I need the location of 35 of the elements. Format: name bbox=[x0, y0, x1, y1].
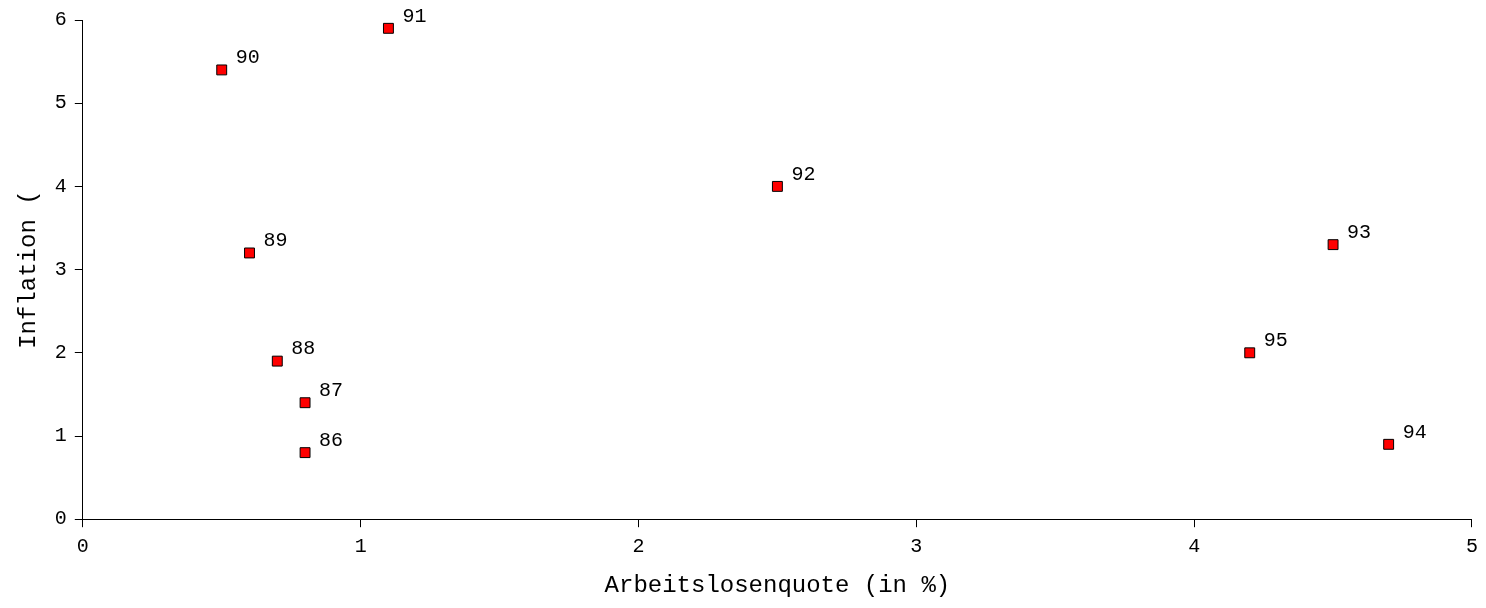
annotation: 95 bbox=[1263, 329, 1288, 353]
point bbox=[1327, 239, 1339, 251]
point bbox=[216, 64, 228, 76]
x-axis-title: Arbeitslosenquote (in %) bbox=[604, 571, 951, 599]
x-tick-label: 1 bbox=[354, 535, 367, 559]
annotation: 93 bbox=[1347, 220, 1372, 244]
point bbox=[1244, 347, 1256, 359]
y-tick-label: 4 bbox=[54, 174, 67, 198]
annotation: 86 bbox=[319, 428, 344, 452]
x-tick-label: 4 bbox=[1188, 535, 1201, 559]
y-tick-label: 6 bbox=[54, 8, 67, 32]
y-tick-label: 0 bbox=[54, 507, 67, 531]
annotation: 94 bbox=[1402, 420, 1427, 444]
point bbox=[271, 355, 283, 367]
annotation: 90 bbox=[235, 46, 260, 70]
y-tick-label: 3 bbox=[54, 257, 67, 281]
point bbox=[299, 397, 311, 409]
y-tick-label: 2 bbox=[54, 341, 67, 365]
point bbox=[1383, 438, 1395, 450]
x-tick-label: 2 bbox=[632, 535, 645, 559]
annotation: 88 bbox=[291, 337, 316, 361]
y-tick-label: 5 bbox=[54, 91, 67, 115]
y-axis-title: Inflation ( bbox=[14, 190, 42, 349]
annotation: 91 bbox=[402, 4, 427, 28]
x-tick-label: 0 bbox=[76, 535, 89, 559]
point bbox=[382, 22, 394, 34]
annotation: 92 bbox=[791, 162, 816, 186]
annotation: 89 bbox=[263, 229, 288, 253]
point bbox=[771, 180, 783, 192]
point bbox=[244, 247, 255, 259]
x-tick-label: 5 bbox=[1465, 535, 1479, 559]
annotation: 87 bbox=[319, 379, 344, 403]
x-tick-label: 3 bbox=[910, 535, 923, 559]
point bbox=[299, 447, 311, 459]
y-tick-label: 1 bbox=[54, 424, 67, 448]
